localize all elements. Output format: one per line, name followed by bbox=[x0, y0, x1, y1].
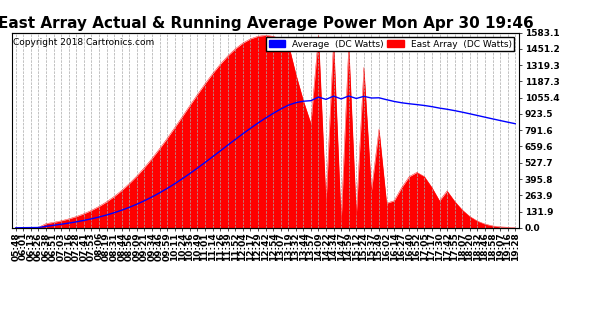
Text: Copyright 2018 Cartronics.com: Copyright 2018 Cartronics.com bbox=[13, 38, 154, 47]
Title: East Array Actual & Running Average Power Mon Apr 30 19:46: East Array Actual & Running Average Powe… bbox=[0, 16, 533, 31]
Legend: Average  (DC Watts), East Array  (DC Watts): Average (DC Watts), East Array (DC Watts… bbox=[266, 37, 514, 51]
